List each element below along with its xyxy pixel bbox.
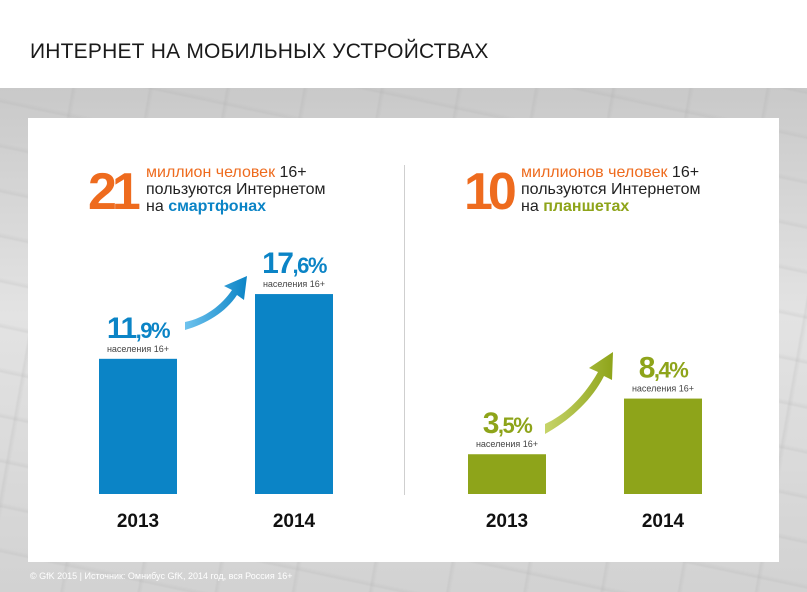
bar-sublabel: населения 16+ (632, 384, 694, 394)
bar-sublabel: населения 16+ (263, 279, 325, 289)
tablets-line1: миллионов человек (521, 164, 668, 181)
smartphones-big-number: 21 (88, 163, 141, 221)
smartphones-line3-prefix: на (146, 198, 169, 215)
value-whole: 3 (483, 407, 499, 440)
page-title: ИНТЕРНЕТ НА МОБИЛЬНЫХ УСТРОЙСТВАХ (30, 40, 489, 63)
tablets-text: миллионов человек 16+ пользуются Интерне… (521, 164, 700, 215)
value-whole: 11 (107, 312, 137, 345)
tablets-keyword: планшетах (543, 198, 630, 215)
bar-tablets-2014 (624, 398, 702, 494)
bar-sublabel: населения 16+ (476, 439, 538, 449)
bar-value-label: 3,5% (483, 407, 533, 440)
value-fraction: ,5% (498, 413, 532, 438)
smartphones-line2: пользуются Интернетом (146, 181, 326, 198)
growth-arrow-icon (545, 352, 613, 434)
bar-tablets-2013 (468, 454, 546, 494)
bar-value-label: 8,4% (639, 352, 689, 385)
tablets-line1-suffix: 16+ (667, 164, 700, 181)
value-whole: 8 (639, 352, 655, 385)
bar-sublabel: населения 16+ (107, 344, 169, 354)
panel-divider (404, 165, 405, 495)
tablets-big-number: 10 (464, 163, 517, 221)
category-label: 2013 (486, 511, 528, 532)
category-label: 2014 (273, 511, 316, 532)
category-label: 2014 (642, 511, 685, 532)
value-whole: 17 (262, 247, 293, 280)
tablets-line2: пользуются Интернетом (521, 181, 701, 198)
value-fraction: ,9% (136, 318, 170, 343)
source-note: © GfK 2015 | Источник: Омнибус GfK, 2014… (30, 571, 293, 581)
smartphones-line1-suffix: 16+ (275, 164, 307, 181)
smartphones-keyword: смартфонах (168, 198, 267, 215)
value-fraction: ,4% (654, 358, 688, 383)
bar-smartphones-2013 (99, 358, 177, 494)
bar-value-label: 17,6% (262, 247, 327, 280)
smartphones-text: миллион человек 16+ пользуются Интернето… (146, 164, 325, 215)
value-fraction: ,6% (292, 253, 326, 278)
category-label: 2013 (117, 511, 159, 532)
bar-smartphones-2014 (255, 294, 333, 494)
smartphones-line1: миллион человек (146, 164, 276, 181)
tablets-line3-prefix: на (521, 198, 544, 215)
growth-arrow-icon (185, 276, 247, 330)
bar-value-label: 11,9% (107, 312, 170, 345)
